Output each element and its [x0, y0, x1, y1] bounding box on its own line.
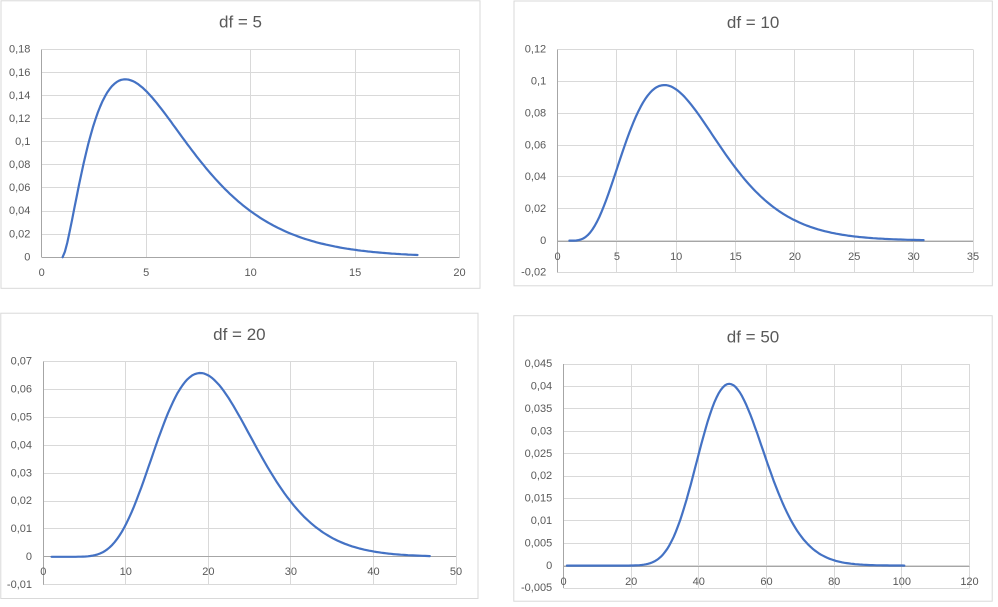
- svg-text:15: 15: [349, 267, 361, 279]
- svg-text:df = 10: df = 10: [727, 13, 779, 32]
- svg-text:15: 15: [729, 251, 741, 263]
- svg-text:20: 20: [453, 267, 465, 279]
- svg-text:30: 30: [285, 566, 297, 578]
- svg-text:0,08: 0,08: [525, 107, 546, 119]
- svg-text:0,01: 0,01: [531, 515, 552, 527]
- svg-text:10: 10: [120, 566, 132, 578]
- svg-text:0,06: 0,06: [11, 384, 32, 396]
- svg-text:5: 5: [614, 251, 620, 263]
- svg-text:0,04: 0,04: [525, 171, 546, 183]
- svg-text:0,16: 0,16: [9, 67, 30, 79]
- svg-text:0,025: 0,025: [525, 448, 553, 460]
- svg-text:35: 35: [967, 251, 979, 263]
- svg-text:0,1: 0,1: [531, 76, 546, 88]
- svg-text:0,02: 0,02: [525, 203, 546, 215]
- svg-text:0: 0: [39, 267, 45, 279]
- svg-text:0: 0: [554, 251, 560, 263]
- svg-text:0: 0: [24, 251, 30, 263]
- svg-text:0,05: 0,05: [11, 412, 32, 424]
- svg-text:0: 0: [560, 576, 566, 588]
- svg-text:0,1: 0,1: [15, 136, 30, 148]
- svg-text:25: 25: [848, 251, 860, 263]
- svg-text:df = 20: df = 20: [213, 325, 265, 344]
- svg-text:10: 10: [670, 251, 682, 263]
- svg-text:0,04: 0,04: [11, 439, 32, 451]
- svg-text:0: 0: [540, 235, 546, 247]
- svg-text:20: 20: [202, 566, 214, 578]
- svg-text:df = 50: df = 50: [727, 327, 779, 346]
- svg-text:10: 10: [244, 267, 256, 279]
- svg-text:50: 50: [450, 566, 462, 578]
- svg-text:20: 20: [789, 251, 801, 263]
- svg-text:0,02: 0,02: [11, 495, 32, 507]
- svg-text:60: 60: [760, 576, 772, 588]
- svg-text:30: 30: [907, 251, 919, 263]
- svg-text:0,02: 0,02: [9, 228, 30, 240]
- svg-text:0,18: 0,18: [9, 44, 30, 56]
- svg-text:0,06: 0,06: [9, 182, 30, 194]
- svg-text:df = 5: df = 5: [219, 13, 262, 32]
- svg-text:0,04: 0,04: [531, 381, 552, 393]
- svg-text:0: 0: [26, 551, 32, 563]
- svg-text:-0,02: -0,02: [521, 267, 546, 279]
- svg-text:0,12: 0,12: [525, 44, 546, 56]
- svg-text:-0,01: -0,01: [7, 579, 32, 591]
- svg-text:0: 0: [546, 560, 552, 572]
- svg-text:80: 80: [828, 576, 840, 588]
- svg-text:0,12: 0,12: [9, 113, 30, 125]
- svg-text:0,03: 0,03: [11, 467, 32, 479]
- svg-text:120: 120: [960, 576, 978, 588]
- svg-text:0,015: 0,015: [525, 493, 553, 505]
- svg-text:0,07: 0,07: [11, 356, 32, 368]
- svg-text:0,01: 0,01: [11, 523, 32, 535]
- svg-text:0,04: 0,04: [9, 205, 30, 217]
- svg-text:0,08: 0,08: [9, 159, 30, 171]
- svg-text:20: 20: [625, 576, 637, 588]
- svg-text:0,035: 0,035: [525, 403, 553, 415]
- svg-text:0,14: 0,14: [9, 90, 30, 102]
- svg-text:5: 5: [143, 267, 149, 279]
- svg-text:0,045: 0,045: [525, 358, 553, 370]
- svg-text:0: 0: [40, 566, 46, 578]
- svg-text:0,03: 0,03: [531, 425, 552, 437]
- svg-text:0,005: 0,005: [525, 537, 553, 549]
- svg-text:0,02: 0,02: [531, 470, 552, 482]
- svg-text:40: 40: [367, 566, 379, 578]
- svg-text:40: 40: [693, 576, 705, 588]
- svg-text:-0,005: -0,005: [521, 582, 552, 594]
- svg-text:0,06: 0,06: [525, 139, 546, 151]
- svg-text:100: 100: [893, 576, 911, 588]
